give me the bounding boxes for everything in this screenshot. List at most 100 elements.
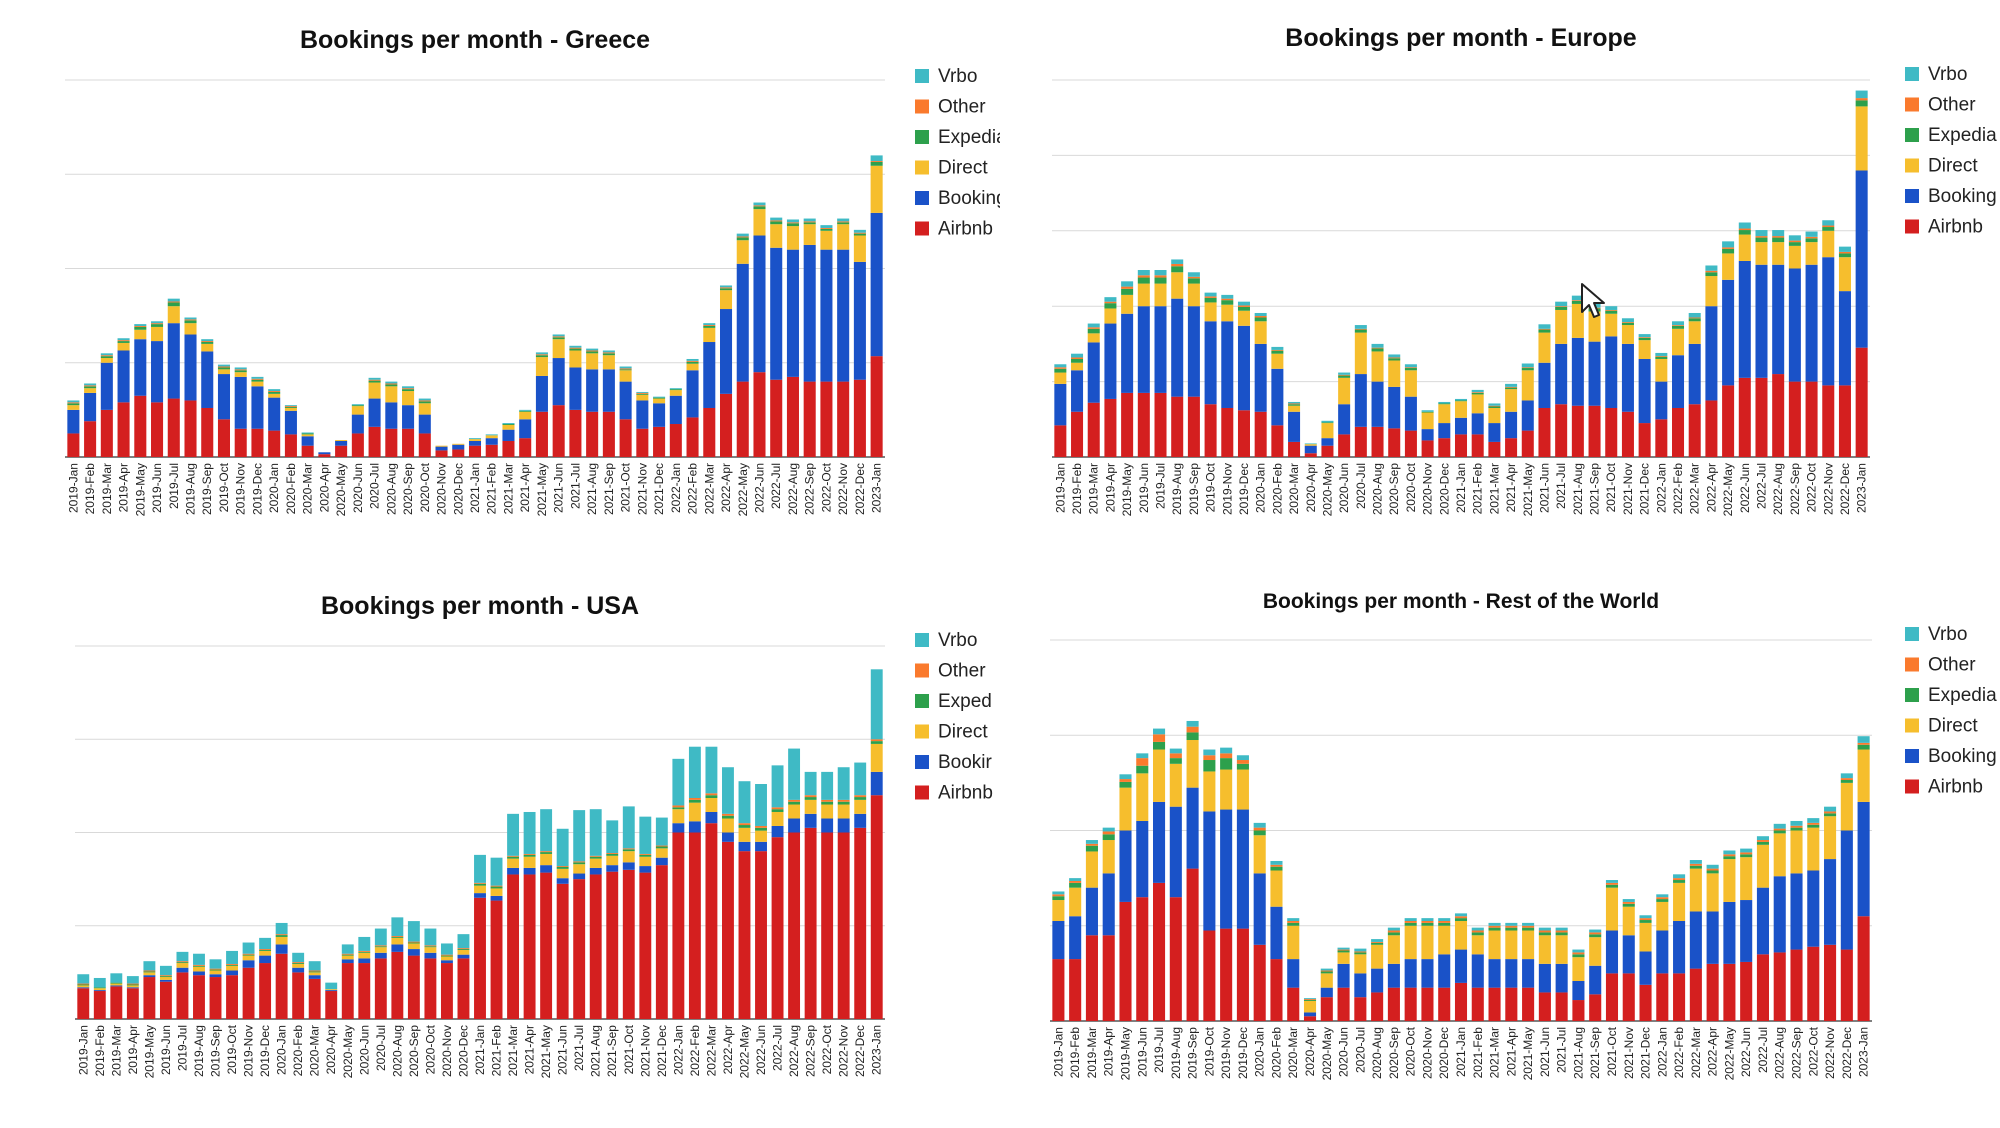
- bar-segment-direct: [1221, 304, 1234, 322]
- bar-segment-direct: [1471, 935, 1484, 955]
- bar-segment-expedia: [234, 370, 247, 373]
- x-tick-label: 2022-Jan: [1654, 463, 1668, 513]
- legend-swatch: [915, 191, 929, 205]
- bar-segment-airbnb: [1438, 438, 1451, 457]
- bar-segment-other: [1622, 901, 1635, 904]
- bar-segment-expedia: [1054, 368, 1067, 373]
- legend-label: Other: [1928, 95, 1976, 116]
- bar-segment-direct: [1571, 303, 1584, 338]
- bar-segment-expedia: [1169, 758, 1182, 764]
- bar-segment-expedia: [1471, 392, 1484, 395]
- bar-segment-other: [1121, 286, 1134, 289]
- bar-segment-other: [440, 954, 453, 956]
- x-tick-label: 2019-Oct: [217, 462, 231, 512]
- bar-segment-other: [474, 882, 486, 884]
- bar-segment-direct: [1706, 873, 1719, 912]
- bar-segment-vrbo: [523, 811, 536, 854]
- bar-segment-airbnb: [1689, 968, 1702, 1021]
- x-tick-label: 2020-Dec: [451, 463, 465, 515]
- bar-segment-direct: [672, 809, 685, 824]
- bar-segment-other: [1838, 251, 1851, 254]
- bar-segment-direct: [351, 406, 364, 415]
- bar-segment-booking: [1052, 920, 1065, 960]
- bar-segment-expedia: [821, 801, 834, 805]
- bar-segment-vrbo: [1471, 927, 1484, 931]
- legend-swatch: [915, 160, 929, 175]
- x-tick-label: 2020-May: [341, 1025, 355, 1078]
- bar-segment-booking: [1404, 959, 1417, 988]
- bar-segment-booking: [351, 414, 364, 434]
- x-tick-label: 2022-Nov: [1823, 1027, 1837, 1079]
- bar-segment-vrbo: [1621, 318, 1634, 323]
- bar-segment-booking: [705, 811, 718, 824]
- bar-segment-booking: [1354, 374, 1367, 427]
- bar-segment-vrbo: [821, 771, 834, 800]
- legend-swatch: [915, 755, 929, 769]
- x-tick-label: 2020-Oct: [1404, 1026, 1418, 1076]
- bar-segment-vrbo: [1521, 363, 1534, 368]
- bar-segment-booking: [688, 821, 701, 833]
- bar-segment-direct: [251, 381, 264, 387]
- bar-segment-direct: [870, 743, 883, 772]
- bar-segment-other: [573, 861, 586, 863]
- x-tick-label: 2019-May: [1120, 463, 1134, 516]
- bar-segment-expedia: [705, 795, 718, 798]
- bar-segment-other: [368, 379, 381, 381]
- bar-segment-expedia: [535, 355, 548, 358]
- bar-segment-booking: [234, 376, 247, 429]
- bar-segment-expedia: [837, 222, 850, 225]
- bar-segment-vrbo: [804, 771, 817, 796]
- x-tick-label: 2022-Dec: [1840, 1027, 1854, 1079]
- bar-segment-booking: [1571, 337, 1584, 406]
- bar-segment-direct: [1588, 311, 1601, 342]
- bar-segment-direct: [435, 445, 448, 447]
- legend-swatch: [1905, 657, 1919, 672]
- bar-segment-vrbo: [569, 345, 582, 348]
- bar-segment-booking: [753, 235, 766, 373]
- bar-segment-direct: [1303, 1000, 1317, 1013]
- bar-segment-airbnb: [1824, 944, 1837, 1021]
- bar-segment-other: [738, 823, 751, 826]
- bar-segment-expedia: [722, 815, 734, 819]
- bar-segment-booking: [1237, 325, 1250, 411]
- bar-segment-direct: [184, 323, 197, 335]
- bar-segment-booking: [407, 949, 420, 956]
- bar-segment-direct: [424, 947, 437, 953]
- bar-segment-vrbo: [540, 809, 553, 852]
- bar-segment-airbnb: [217, 419, 231, 457]
- bar-segment-airbnb: [335, 445, 348, 457]
- bar-segment-expedia: [1220, 758, 1233, 770]
- legend-label: Vrbo: [1928, 64, 1967, 85]
- x-tick-label: 2021-Jun: [556, 1025, 570, 1075]
- bar-segment-expedia: [771, 809, 784, 812]
- bar-segment-other: [1772, 236, 1785, 238]
- bar-segment-vrbo: [573, 810, 586, 862]
- legend-swatch: [915, 694, 929, 708]
- x-tick-label: 2020-Aug: [1371, 463, 1385, 515]
- x-tick-label: 2022-Jan: [1655, 1027, 1669, 1077]
- bar-segment-expedia: [1555, 306, 1568, 310]
- bar-segment-expedia: [622, 849, 635, 852]
- x-tick-label: 2022-Feb: [1671, 463, 1685, 515]
- bar-segment-airbnb: [308, 978, 321, 1019]
- bar-segment-booking: [1840, 830, 1853, 950]
- bar-segment-airbnb: [184, 400, 197, 457]
- x-tick-label: 2020-Apr: [324, 1025, 338, 1074]
- bar-segment-direct: [1354, 332, 1367, 375]
- bar-segment-booking: [586, 369, 599, 412]
- bar-segment-expedia: [1838, 253, 1851, 258]
- bar-segment-expedia: [1555, 932, 1568, 936]
- bar-segment-vrbo: [639, 816, 652, 854]
- bar-segment-other: [457, 948, 470, 950]
- bar-segment-vrbo: [292, 952, 305, 963]
- bar-segment-vrbo: [1287, 918, 1300, 921]
- bar-segment-airbnb: [1555, 404, 1568, 457]
- x-tick-label: 2021-Sep: [602, 463, 616, 515]
- bar-segment-vrbo: [93, 977, 106, 988]
- bar-segment-vrbo: [655, 817, 668, 846]
- bar-segment-airbnb: [719, 393, 733, 457]
- bar-segment-other: [1054, 367, 1067, 369]
- bar-segment-booking: [1773, 876, 1786, 953]
- bar-segment-expedia: [1102, 834, 1115, 841]
